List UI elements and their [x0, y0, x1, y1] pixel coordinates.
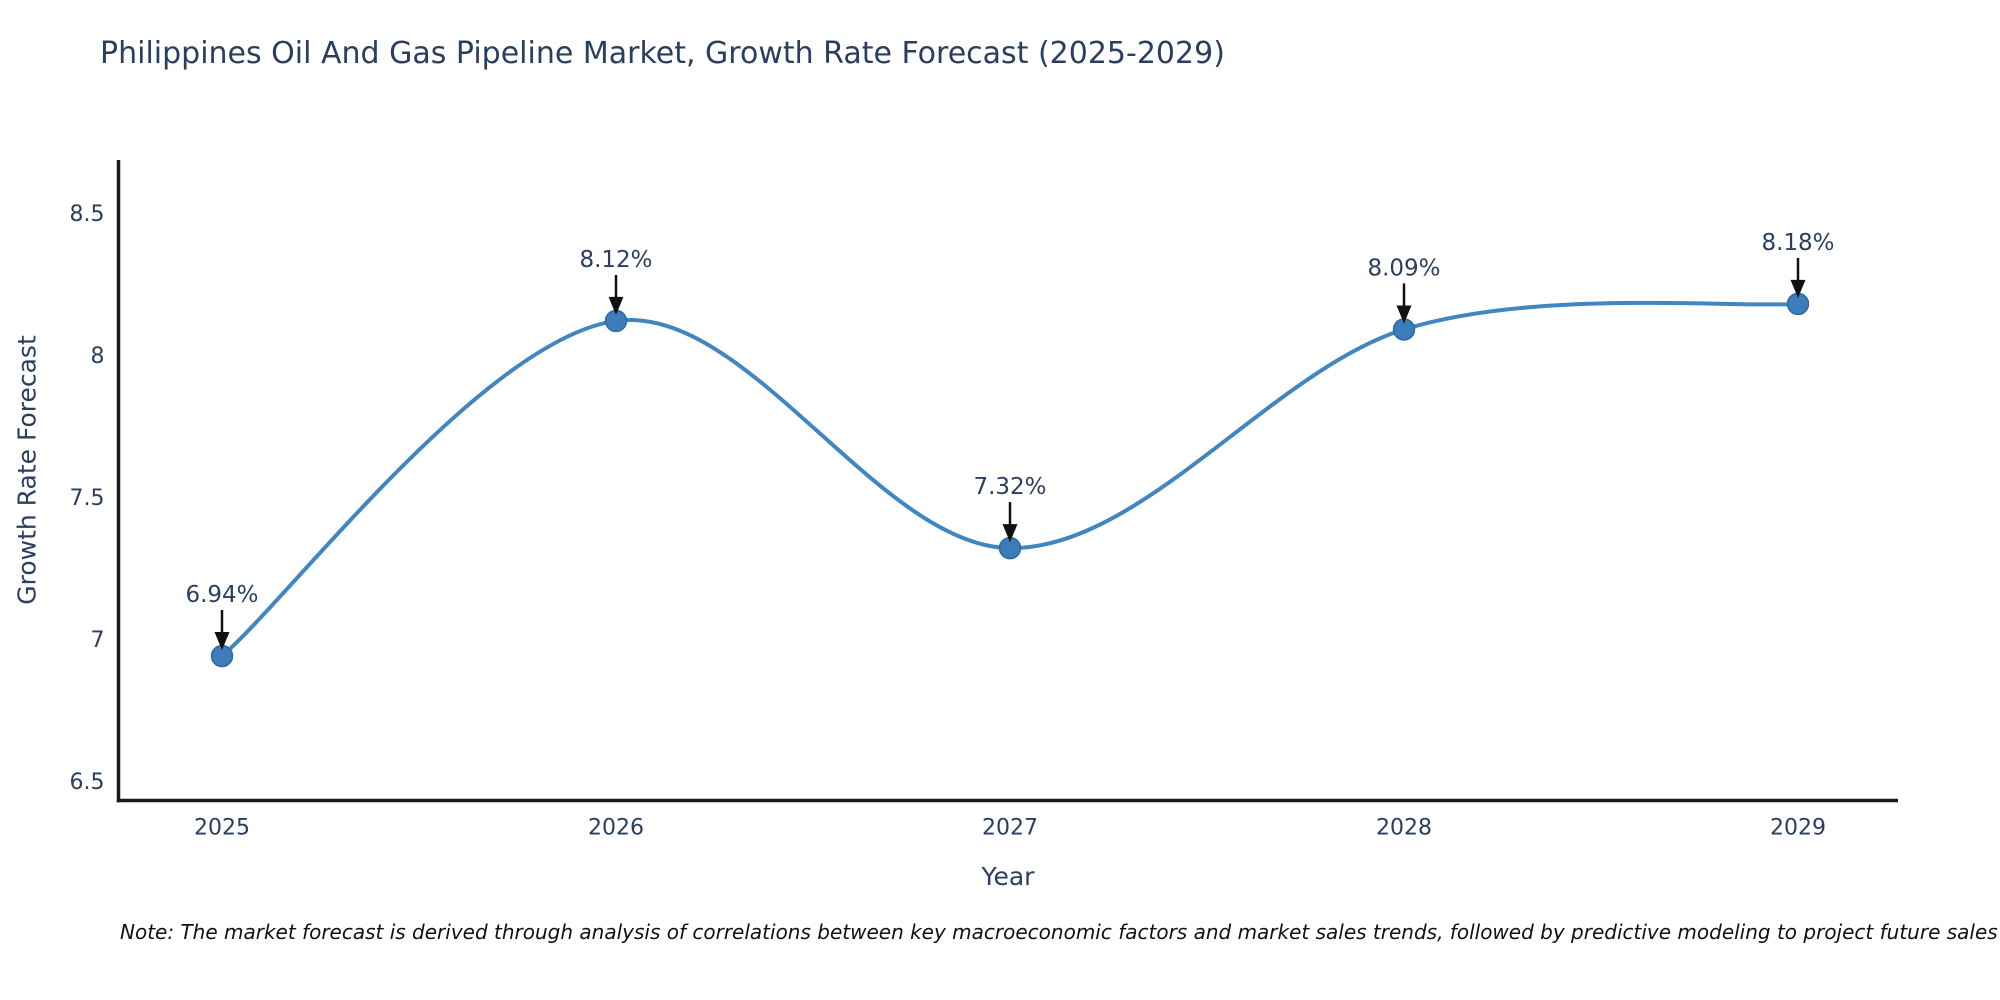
annotation-arrow-head — [1396, 305, 1412, 324]
y-tick-label: 8 — [91, 344, 105, 369]
x-tick-label: 2028 — [1376, 816, 1432, 841]
x-tick-label: 2026 — [588, 816, 644, 841]
chart-title: Philippines Oil And Gas Pipeline Market,… — [100, 36, 1225, 71]
footnote: Note: The market forecast is derived thr… — [120, 920, 1998, 944]
annotation-arrow-head — [214, 632, 230, 651]
y-tick-label: 7 — [91, 628, 105, 653]
x-axis-title: Year — [981, 862, 1035, 891]
data-point-label: 8.09% — [1367, 255, 1440, 281]
data-point-label: 8.12% — [579, 247, 652, 273]
annotation-arrow-head — [608, 296, 624, 315]
forecast-line — [220, 300, 1800, 659]
data-point-label: 6.94% — [185, 582, 258, 608]
x-tick-label: 2027 — [982, 816, 1038, 841]
data-point-label: 7.32% — [973, 474, 1046, 500]
y-axis-title: Growth Rate Forecast — [12, 335, 42, 605]
y-tick-label: 7.5 — [70, 486, 105, 511]
annotation-arrow-head — [1002, 524, 1018, 543]
x-tick-label: 2025 — [194, 816, 250, 841]
x-tick-label: 2029 — [1770, 816, 1826, 841]
annotation-arrow-head — [1790, 279, 1806, 298]
y-tick-label: 8.5 — [70, 202, 105, 227]
data-point-label: 8.18% — [1761, 230, 1834, 256]
y-tick-label: 6.5 — [70, 770, 105, 795]
